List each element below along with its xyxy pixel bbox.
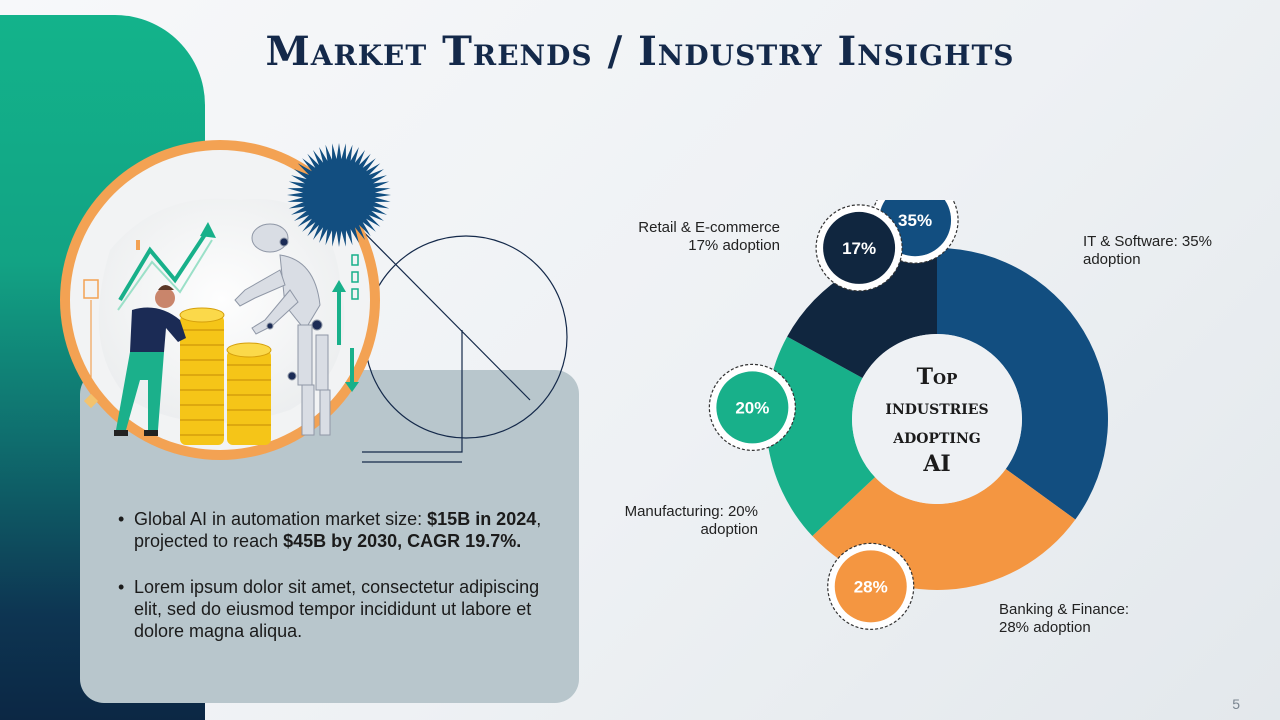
donut-slice-manufacturing xyxy=(766,336,876,537)
label-banking-finance: Banking & Finance: 28% adoption xyxy=(999,601,1130,636)
diamond-icon xyxy=(83,393,99,409)
label-it-software: IT & Software: 35% adoption xyxy=(1083,233,1212,268)
badge-value: 17% xyxy=(842,239,876,258)
page-number: 5 xyxy=(1232,696,1240,712)
badge-circle xyxy=(716,371,789,444)
center-label-line: AI xyxy=(922,451,950,477)
document-icon xyxy=(83,279,99,299)
corner-line xyxy=(362,330,463,453)
coin-stacks-icon xyxy=(179,307,272,445)
badge-value: 35% xyxy=(898,211,932,230)
adoption-donut-chart: Top industries adopting AI 35% 28% 20% 17% xyxy=(708,200,1108,630)
center-label-line: adopting xyxy=(892,424,980,448)
businessman-figure xyxy=(114,285,186,436)
label-retail-ecommerce: Retail & E-commerce 17% adoption xyxy=(638,219,780,254)
badge-circle xyxy=(834,550,907,623)
center-label-line: Top xyxy=(917,364,958,390)
donut-center xyxy=(852,334,1022,504)
bullet-list: Global AI in automation market size: $15… xyxy=(118,508,558,664)
robot-figure xyxy=(234,223,331,436)
badge-value: 20% xyxy=(735,398,769,417)
growth-arrow-icon xyxy=(118,228,210,302)
ai-automation-illustration xyxy=(60,140,380,460)
donut-slice-retail-e-commerce xyxy=(787,248,937,379)
badge-circle xyxy=(823,211,896,284)
bullet-market-size: Global AI in automation market size: $15… xyxy=(118,508,558,552)
badge-value: 28% xyxy=(854,577,888,596)
center-label-line: industries xyxy=(885,395,988,419)
bullet-lorem: Lorem ipsum dolor sit amet, consectetur … xyxy=(118,576,558,642)
label-manufacturing: Manufacturing: 20% adoption xyxy=(624,503,758,538)
donut-slice-it-software xyxy=(937,248,1108,520)
page-title: Market Trends / Industry Insights xyxy=(265,28,1015,75)
